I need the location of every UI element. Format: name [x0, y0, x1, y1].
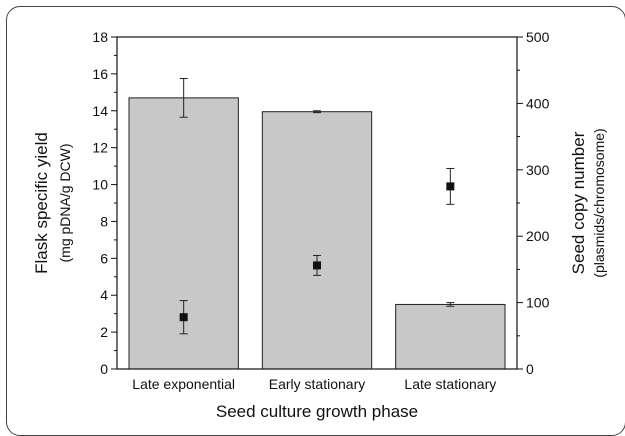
y-axis-title: Flask specific yield [32, 132, 51, 274]
bar-3 [395, 303, 506, 370]
y-tick-label: 0 [100, 361, 108, 377]
y-tick-label: 16 [92, 66, 108, 82]
data-point-3 [446, 182, 455, 191]
y-tick-label: 8 [100, 213, 108, 229]
x-tick-label: Late stationary [404, 376, 496, 392]
y2-tick-label: 300 [526, 162, 550, 178]
y-tick-label: 6 [100, 250, 108, 266]
x-tick-label: Late exponential [132, 376, 235, 392]
chart: 0 2 4 6 8 10 12 14 16 18 0 100 200 300 400 500 Late expo… [32, 29, 607, 421]
y2-tick-label: 500 [526, 29, 550, 45]
y-tick-label: 14 [92, 103, 108, 119]
y2-tick-label: 0 [526, 361, 534, 377]
y-tick-label: 12 [92, 140, 108, 156]
y-axis-unit: (mg pDNA/g DCW) [57, 143, 73, 262]
y2-tick-label: 100 [526, 295, 550, 311]
points-layer [179, 167, 455, 335]
y2-axis-title: Seed copy number [569, 131, 588, 274]
y2-axis-unit: (plasmids/chromosome) [591, 128, 607, 277]
y-tick-label: 18 [92, 29, 108, 45]
y-tick-label: 4 [100, 287, 108, 303]
axes-layer: 0 2 4 6 8 10 12 14 16 18 0 100 200 300 400 500 Late expo… [92, 29, 549, 392]
bars-layer [128, 78, 506, 370]
bar-2 [261, 111, 373, 370]
y-tick-label: 10 [92, 177, 108, 193]
data-point-1 [179, 313, 188, 322]
y2-tick-label: 400 [526, 95, 550, 111]
x-tick-label: Early stationary [269, 376, 365, 392]
x-axis-title: Seed culture growth phase [216, 402, 418, 421]
data-point-2 [313, 261, 321, 270]
y2-tick-label: 200 [526, 228, 550, 244]
y-tick-label: 2 [100, 324, 108, 340]
